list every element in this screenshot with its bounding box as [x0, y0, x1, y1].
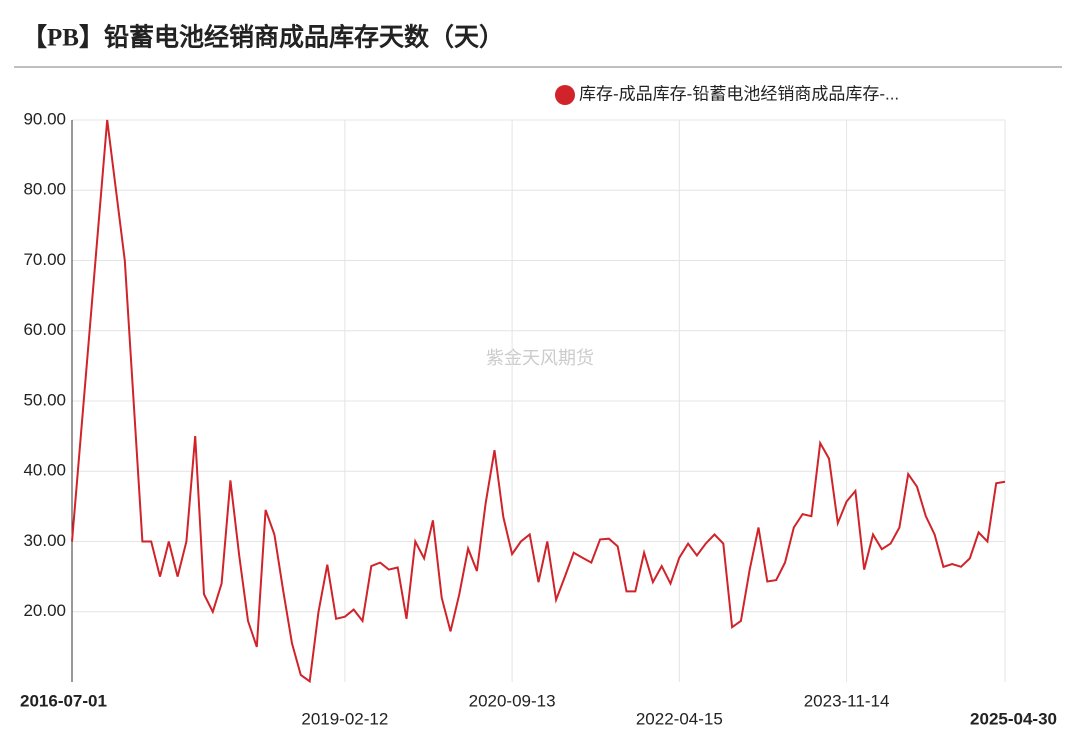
x-tick-label: 2019-02-12: [301, 709, 388, 728]
y-tick-label: 30.00: [23, 531, 66, 550]
y-tick-label: 70.00: [23, 250, 66, 269]
y-tick-label: 60.00: [23, 320, 66, 339]
legend-marker: [555, 85, 575, 105]
x-tick-label: 2025-04-30: [970, 709, 1057, 728]
y-tick-label: 50.00: [23, 390, 66, 409]
chart-title: 【PB】铅蓄电池经销商成品库存天数（天）: [22, 23, 504, 52]
x-tick-label: 2020-09-13: [469, 691, 556, 710]
watermark: 紫金天风期货: [486, 348, 594, 368]
y-tick-label: 90.00: [23, 109, 66, 128]
y-tick-label: 40.00: [23, 461, 66, 480]
x-tick-label: 2023-11-14: [804, 691, 890, 710]
y-tick-label: 20.00: [23, 601, 66, 620]
y-tick-label: 80.00: [23, 180, 66, 199]
line: [71, 119, 1006, 684]
x-tick-label: 2016-07-01: [20, 691, 107, 710]
legend-label: 库存-成品库存-铅蓄电池经销商成品库存-...: [579, 84, 899, 103]
x-tick-label: 2022-04-15: [636, 709, 723, 728]
